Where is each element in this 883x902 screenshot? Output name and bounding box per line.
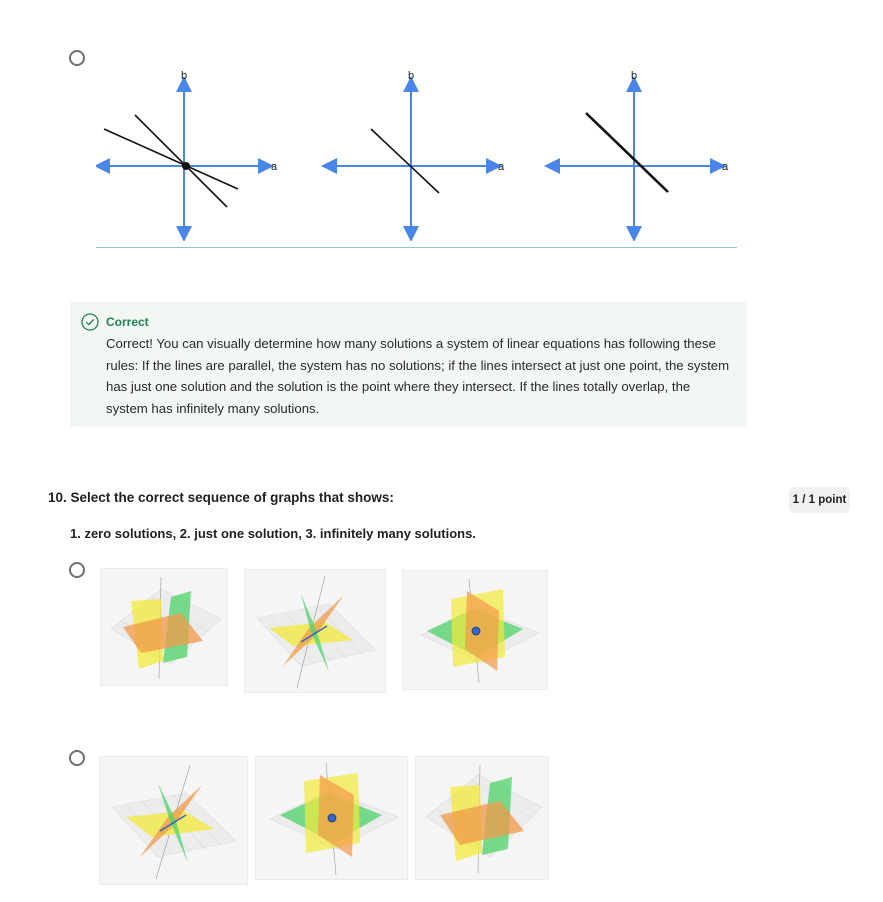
option-divider bbox=[96, 247, 737, 248]
axis-label-b: b bbox=[181, 70, 187, 82]
axis-label-a: a bbox=[271, 161, 278, 173]
axis-label-b: b bbox=[408, 70, 414, 82]
graph-3-overlapping: b a bbox=[544, 70, 729, 241]
option-1-graph-zero-solutions[interactable] bbox=[100, 568, 228, 686]
feedback-message: Correct! You can visually determine how … bbox=[106, 336, 730, 416]
axis-label-a: a bbox=[722, 161, 729, 173]
graph-2-single-line: b a bbox=[321, 70, 505, 241]
previous-answer-graphs: b a b a b a bbox=[96, 70, 729, 241]
points-badge: 1 / 1 point bbox=[789, 487, 850, 513]
option-2-graph-one-solution[interactable] bbox=[255, 756, 408, 880]
option-2-graph-infinite-solutions[interactable] bbox=[99, 756, 248, 885]
feedback-box: Correct Correct! You can visually determ… bbox=[70, 302, 747, 427]
option-1-radio[interactable] bbox=[69, 562, 85, 578]
option-2-radio[interactable] bbox=[69, 750, 85, 766]
question-subtext: 1. zero solutions, 2. just one solution,… bbox=[70, 526, 476, 541]
option-1-graph-one-solution[interactable] bbox=[402, 570, 548, 690]
check-circle-icon bbox=[81, 313, 99, 331]
option-2-graph-zero-solutions[interactable] bbox=[415, 756, 549, 880]
axis-label-a: a bbox=[498, 161, 505, 173]
axis-label-b: b bbox=[631, 70, 637, 82]
question-title: 10. Select the correct sequence of graph… bbox=[48, 490, 394, 505]
option-1-graph-infinite-solutions[interactable] bbox=[244, 569, 386, 693]
graph-1-intersecting: b a bbox=[96, 70, 278, 241]
option-radio-prev[interactable] bbox=[69, 50, 85, 66]
feedback-status: Correct bbox=[106, 315, 149, 329]
